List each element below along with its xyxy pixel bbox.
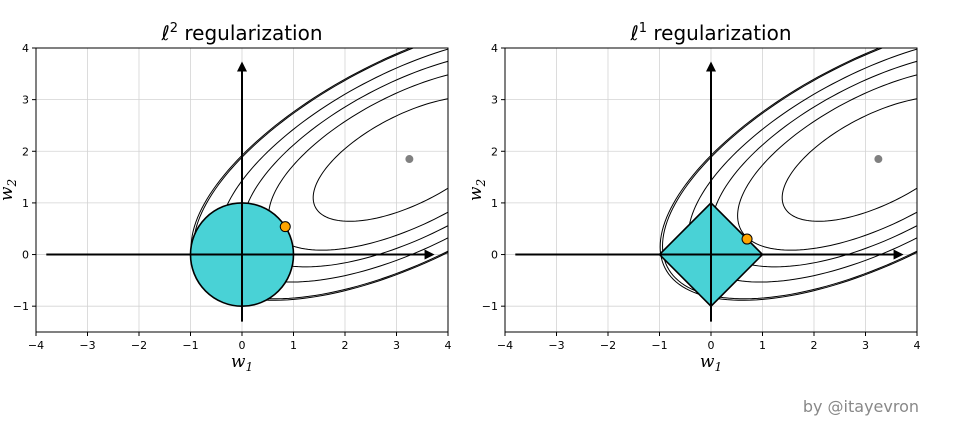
x-tick-label: −4: [497, 339, 513, 352]
y-axis-label: w2: [466, 179, 488, 201]
contour-line: [659, 48, 917, 301]
plot-area: [515, 48, 917, 322]
unconstrained-minimum-point: [405, 155, 414, 164]
x-tick-label: 0: [708, 339, 715, 352]
y-tick-label: 2: [22, 145, 29, 158]
y-tick-label: −1: [13, 300, 29, 313]
y-tick-label: 0: [491, 249, 498, 262]
x-axis-label: w1: [231, 352, 253, 374]
contour-line: [312, 98, 448, 222]
y-tick-label: 3: [491, 94, 498, 107]
x-tick-label: 0: [239, 339, 246, 352]
x-tick-label: −4: [28, 339, 44, 352]
x-tick-label: −3: [548, 339, 564, 352]
x-tick-label: 1: [290, 339, 297, 352]
y-tick-label: 0: [22, 249, 29, 262]
x-tick-label: 4: [445, 339, 452, 352]
x-tick-label: −3: [79, 339, 95, 352]
chart-title: ℓ1 regularization: [629, 21, 791, 45]
chart-title: ℓ2 regularization: [160, 21, 322, 45]
x-tick-label: 2: [811, 339, 818, 352]
x-tick-label: 2: [342, 339, 349, 352]
y-tick-label: 3: [22, 94, 29, 107]
contour-line: [662, 48, 917, 300]
x-tick-label: 3: [862, 339, 869, 352]
regularized-solution-point: [279, 221, 291, 233]
unconstrained-minimum-point: [874, 155, 883, 164]
author-credit: by @itayevron: [802, 397, 919, 416]
x-tick-label: −1: [182, 339, 198, 352]
x-tick-label: 1: [759, 339, 766, 352]
y-tick-label: 1: [491, 197, 498, 210]
plot-area: [46, 48, 448, 322]
contour-line: [737, 74, 917, 251]
x-tick-label: −1: [651, 339, 667, 352]
y-axis-label: w2: [0, 179, 19, 201]
y-tick-label: 4: [491, 42, 498, 55]
x-tick-label: 3: [393, 339, 400, 352]
y-tick-label: 2: [491, 145, 498, 158]
y-tick-label: 1: [22, 197, 29, 210]
contour-line: [781, 98, 917, 222]
regularized-solution-point: [741, 233, 753, 245]
y-tick-label: 4: [22, 42, 29, 55]
l2-regularization-chart: −4 −3 −2 −1 0 1 2 3 4 −1 0 1 2 3 4 ℓ2 regularization w1 w…: [0, 21, 452, 374]
x-tick-label: −2: [131, 339, 147, 352]
x-axis-label: w1: [700, 352, 722, 374]
x-tick-label: 4: [914, 339, 921, 352]
x-tick-label: −2: [600, 339, 616, 352]
l1-regularization-chart: −4 −3 −2 −1 0 1 2 3 4 −1 0 1 2 3 4 ℓ1 regularization w1 w…: [466, 21, 921, 374]
y-tick-label: −1: [482, 300, 498, 313]
